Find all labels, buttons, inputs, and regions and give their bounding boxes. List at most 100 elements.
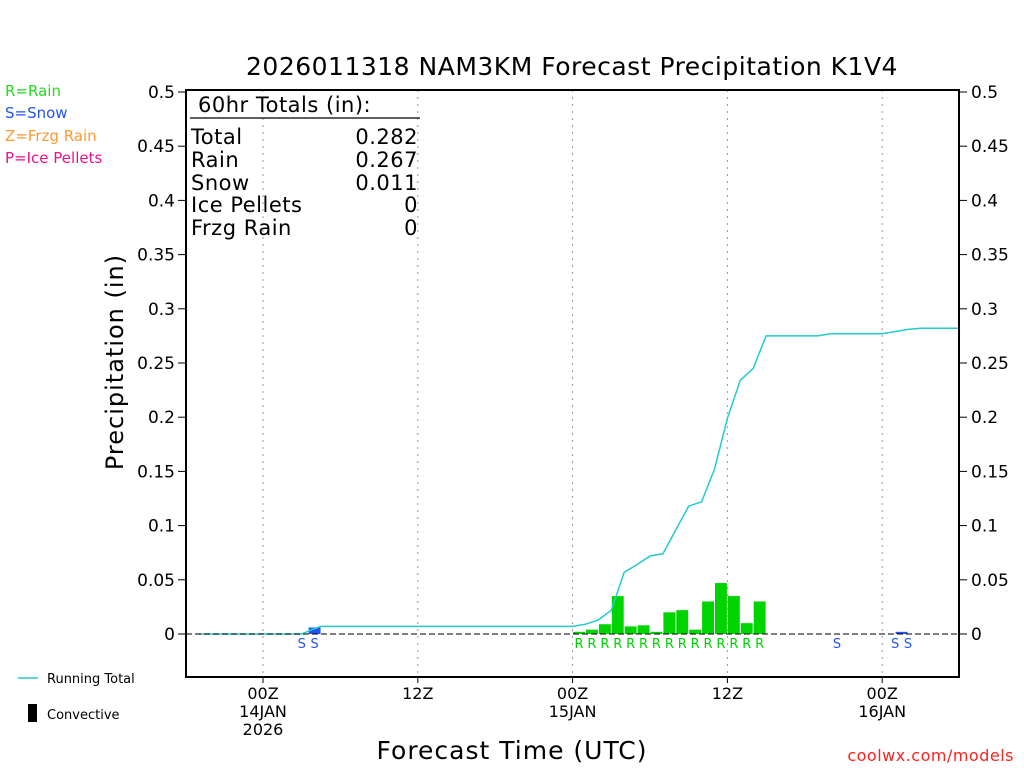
precip-type-mark: S — [310, 637, 318, 652]
x-tick-label: 00Z — [247, 684, 278, 703]
precip-type-mark: R — [704, 637, 713, 652]
precip-type-mark: R — [613, 637, 622, 652]
y-tick-label-left: 0.1 — [148, 517, 175, 537]
precip-type-mark: R — [716, 637, 725, 652]
x-tick-label: 00Z — [557, 684, 588, 703]
y-tick-label-right: 0.15 — [971, 462, 1009, 482]
precip-type-mark: R — [575, 637, 584, 652]
totals-label-rain: Rain — [191, 148, 239, 172]
y-tick-label-left: 0.15 — [137, 462, 175, 482]
precip-bar — [624, 626, 637, 634]
y-tick-label-right: 0.4 — [971, 191, 998, 211]
x-tick-label: 16JAN — [858, 702, 906, 721]
legend-frzg-rain: Z=Frzg Rain — [5, 127, 97, 145]
y-tick-label-right: 0 — [971, 625, 982, 645]
precip-type-mark: R — [600, 637, 609, 652]
y-tick-label-right: 0.05 — [971, 571, 1009, 591]
precip-type-mark: R — [678, 637, 687, 652]
precip-type-mark: R — [652, 637, 661, 652]
precip-bar — [702, 601, 714, 634]
totals-label-ice-pellets: Ice Pellets — [191, 193, 302, 217]
precip-bar — [727, 596, 740, 634]
legend-ice-pellets: P=Ice Pellets — [5, 149, 102, 167]
type-legend: R=Rain S=Snow Z=Frzg Rain P=Ice Pellets — [5, 82, 102, 167]
precip-type-mark: R — [755, 637, 764, 652]
precip-bar — [611, 596, 624, 634]
precip-type-mark: R — [729, 637, 738, 652]
precip-bars — [308, 583, 908, 634]
totals-value-rain: 0.267 — [355, 148, 418, 172]
y-tick-label-right: 0.3 — [971, 300, 998, 320]
precip-type-mark: S — [904, 637, 912, 652]
x-tick-label: 15JAN — [549, 702, 597, 721]
precip-bar — [689, 629, 702, 634]
bottom-legend: Running Total Convective — [18, 672, 135, 723]
precip-type-mark: R — [587, 637, 596, 652]
precip-bar — [895, 631, 908, 634]
precip-type-mark: S — [298, 637, 306, 652]
y-tick-label-left: 0.3 — [148, 300, 175, 320]
totals-header: 60hr Totals (in): — [198, 93, 371, 117]
legend-rain: R=Rain — [5, 82, 61, 100]
precip-type-mark: S — [891, 637, 899, 652]
y-tick-label-left: 0.05 — [137, 571, 175, 591]
totals-label-frzg-rain: Frzg Rain — [191, 216, 292, 240]
y-tick-label-right: 0.45 — [971, 137, 1009, 157]
precip-bar — [598, 624, 611, 634]
x-tick-label: 14JAN — [239, 702, 287, 721]
precip-bar — [676, 610, 689, 634]
precip-bar — [753, 601, 766, 634]
y-tick-label-left: 0.45 — [137, 137, 175, 157]
precip-type-mark: R — [626, 637, 635, 652]
source-credit: coolwx.com/models — [847, 746, 1014, 765]
precip-bar — [586, 629, 598, 634]
y-tick-label-left: 0.4 — [148, 191, 175, 211]
y-tick-label-left: 0.25 — [137, 354, 175, 374]
convective-swatch — [28, 704, 37, 722]
totals-label-total: Total — [190, 125, 243, 149]
precip-type-mark: R — [639, 637, 648, 652]
totals-value-total: 0.282 — [355, 125, 418, 149]
totals-value-snow: 0.011 — [355, 171, 418, 195]
y-tick-label-left: 0 — [164, 625, 175, 645]
y-tick-label-right: 0.25 — [971, 354, 1009, 374]
precip-bar — [637, 625, 650, 634]
precip-bar — [715, 583, 727, 634]
precip-bar — [740, 623, 753, 634]
x-axis-label: Forecast Time (UTC) — [377, 736, 648, 765]
y-axis-right: 0.5 0.45 0.4 0.35 0.3 0.25 0.2 0.15 0.1 0.05 0 — [959, 83, 1009, 645]
totals-label-snow: Snow — [191, 171, 250, 195]
convective-legend-label: Convective — [47, 708, 120, 723]
x-tick-label: 2026 — [243, 720, 284, 739]
x-tick-label: 12Z — [402, 684, 433, 703]
chart-title: 2026011318 NAM3KM Forecast Precipitation… — [246, 52, 898, 81]
y-tick-label-right: 0.5 — [971, 83, 998, 103]
precip-bar — [573, 631, 585, 634]
legend-snow: S=Snow — [5, 104, 68, 122]
precip-type-mark: R — [691, 637, 700, 652]
totals-value-frzg-rain: 0 — [404, 216, 418, 240]
y-tick-label-right: 0.2 — [971, 408, 998, 428]
running-total-line — [198, 327, 960, 635]
precip-bar — [308, 627, 321, 634]
precip-bar — [650, 631, 663, 634]
y-tick-label-left: 0.2 — [148, 408, 175, 428]
y-tick-label-left: 0.5 — [148, 83, 175, 103]
running-total-legend-label: Running Total — [47, 672, 135, 687]
precip-type-mark: R — [742, 637, 751, 652]
precip-bar — [663, 612, 676, 634]
plot-frame — [185, 89, 960, 678]
y-tick-label-left: 0.35 — [137, 246, 175, 266]
x-tick-label: 00Z — [867, 684, 898, 703]
precip-type-mark: S — [833, 637, 841, 652]
y-tick-label-right: 0.1 — [971, 517, 998, 537]
totals-value-ice-pellets: 0 — [404, 193, 418, 217]
y-tick-label-right: 0.35 — [971, 246, 1009, 266]
y-axis-label: Precipitation (in) — [101, 254, 129, 470]
precip-type-mark: R — [665, 637, 674, 652]
y-axis-left: 0.5 0.45 0.4 0.35 0.3 0.25 0.2 0.15 0.1 0.05 0 — [137, 83, 186, 645]
x-tick-label: 12Z — [712, 684, 743, 703]
